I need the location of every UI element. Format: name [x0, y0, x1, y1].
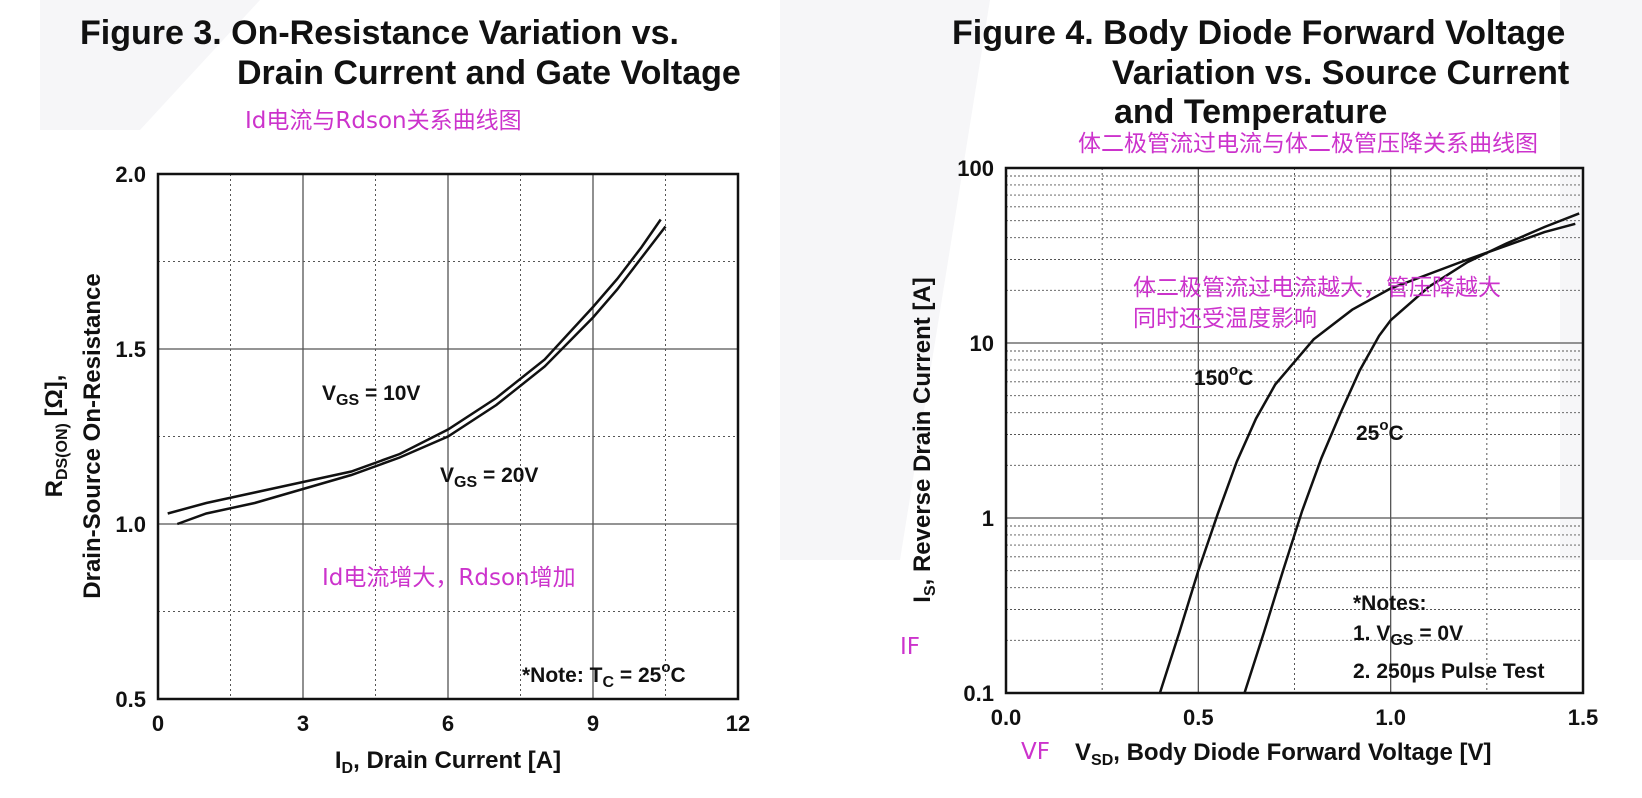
fig3-header-annotation: Id电流与Rdson关系曲线图: [245, 108, 522, 134]
fig3-series-line-0: [167, 218, 662, 515]
fig4-x-tag-annotation: VF: [1021, 739, 1050, 765]
fig3-x-tick-label: 3: [297, 711, 309, 736]
fig4-y-tick-label: 10: [970, 331, 994, 356]
fig3-y-axis-label-line1: RDS(ON) [Ω],: [41, 375, 71, 498]
fig4-y-tick-label: 100: [957, 156, 994, 181]
fig4-x-ticks: 0.0 0.5 1.0 1.5: [991, 705, 1599, 730]
fig3-x-axis-label: ID, Drain Current [A]: [335, 747, 561, 777]
fig4-series-line-1: [1243, 212, 1580, 694]
fig4-x-tick-label: 1.0: [1375, 705, 1406, 730]
fig4-body-annotation-line2: 同时还受温度影响: [1133, 306, 1317, 332]
fig4-title-line3: and Temperature: [1114, 93, 1387, 131]
fig4-title-line2: Variation vs. Source Current: [1112, 54, 1569, 92]
fig3-y-tick-label: 1.5: [115, 337, 146, 362]
fig4-body-annotation-line1: 体二极管流过电流越大，管压降越大: [1133, 275, 1501, 301]
fig4-header-annotation: 体二极管流过电流与体二极管压降关系曲线图: [1078, 131, 1538, 157]
fig3-x-tick-label: 6: [442, 711, 454, 736]
fig3-series-label-10v: VGS = 10V: [322, 382, 420, 409]
fig3-series-line-1: [176, 225, 667, 526]
fig4-x-axis-label: VSD, Body Diode Forward Voltage [V]: [1075, 739, 1492, 769]
fig3-x-ticks: 0 3 6 9 12: [152, 711, 750, 736]
fig3-note: *Note: TC = 25oC: [522, 659, 686, 691]
fig3-y-axis-label-line2-wrap: Drain-Source On-Resistance: [79, 273, 106, 598]
fig3-series-label-20v: VGS = 20V: [440, 464, 538, 491]
fig4-y-axis-label: IS, Reverse Drain Current [A]: [909, 277, 939, 602]
fig4-series: [1158, 212, 1580, 694]
fig4-y-tick-label: 0.1: [963, 681, 994, 706]
fig4-note-1: 1. VGS = 0V: [1353, 622, 1463, 649]
fig3-y-tick-label: 1.0: [115, 512, 146, 537]
fig3-y-axis-label-line2: Drain-Source On-Resistance: [79, 273, 106, 598]
fig3-y-tick-label: 2.0: [115, 162, 146, 187]
fig3-y-ticks: 0.5 1.0 1.5 2.0: [115, 162, 146, 712]
fig4-y-ticks: 0.1 1 10 100: [957, 156, 994, 706]
fig3-y-tick-label: 0.5: [115, 687, 146, 712]
fig4-y-tick-label: 1: [982, 506, 994, 531]
fig4-y-tag-annotation: IF: [900, 634, 920, 660]
fig3-grid: [158, 174, 738, 699]
fig3-series: [167, 218, 667, 526]
fig4-x-tick-label: 0.0: [991, 705, 1022, 730]
figure-4: Figure 4. Body Diode Forward Voltage Var…: [900, 14, 1598, 769]
background-watermark: [40, 0, 1642, 560]
fig3-x-tick-label: 9: [587, 711, 599, 736]
fig4-series-label-150c: 150oC: [1194, 362, 1253, 390]
fig4-title-line1: Figure 4. Body Diode Forward Voltage: [952, 14, 1565, 52]
fig4-y-axis-label-wrap: IS, Reverse Drain Current [A]: [909, 277, 939, 602]
fig4-note-2: 2. 250µs Pulse Test: [1353, 660, 1544, 683]
fig4-plot-frame: [1004, 166, 1585, 695]
fig3-x-tick-label: 0: [152, 711, 164, 736]
figure-3: Figure 3. On-Resistance Variation vs. Dr…: [41, 14, 750, 777]
fig3-title-line2: Drain Current and Gate Voltage: [237, 54, 741, 92]
fig3-y-axis-label-line1-wrap: RDS(ON) [Ω],: [41, 375, 71, 498]
fig4-grid: [1006, 168, 1583, 693]
fig4-notes-title: *Notes:: [1353, 592, 1427, 615]
fig3-title-line1: Figure 3. On-Resistance Variation vs.: [80, 14, 679, 52]
fig4-x-tick-label: 1.5: [1568, 705, 1599, 730]
fig4-series-label-25c: 25oC: [1356, 417, 1404, 445]
fig3-plot-frame: [156, 172, 740, 701]
fig3-x-tick-label: 12: [726, 711, 750, 736]
fig4-x-tick-label: 0.5: [1183, 705, 1214, 730]
fig3-body-annotation: Id电流增大，Rdson增加: [322, 565, 576, 591]
fig4-series-line-0: [1158, 222, 1576, 694]
